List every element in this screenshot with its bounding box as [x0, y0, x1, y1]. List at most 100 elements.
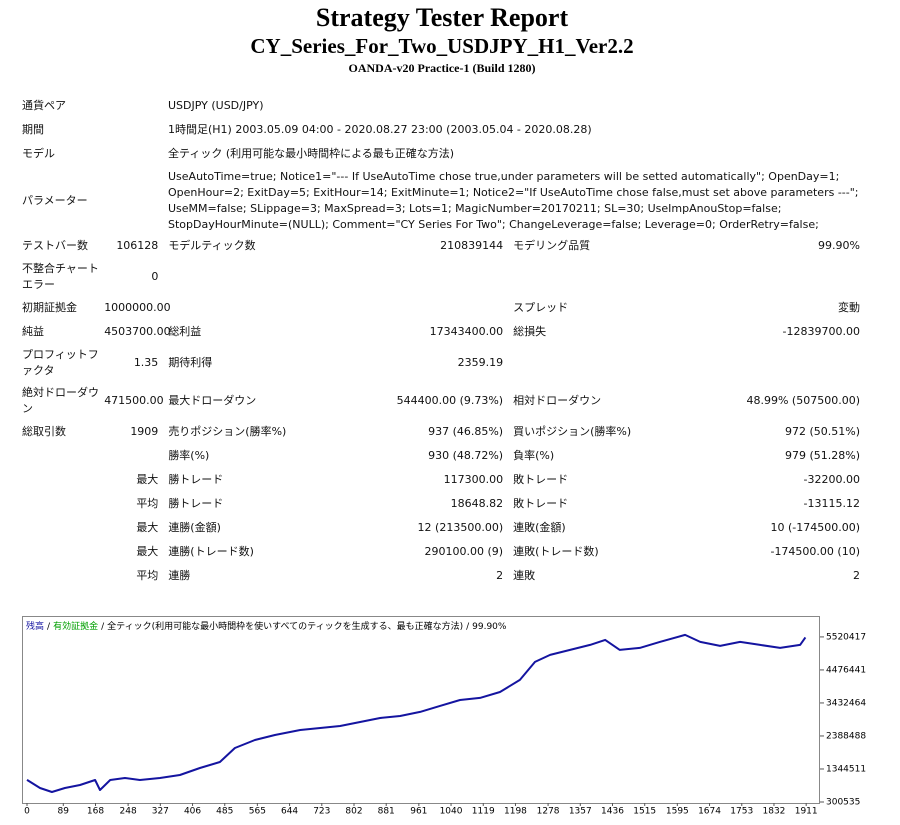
- stats-cell: [20, 540, 102, 564]
- x-tick-label: 881: [378, 807, 395, 817]
- report-title: Strategy Tester Report: [315, 3, 569, 32]
- y-tick-label: 5520417: [826, 632, 866, 642]
- stats-value: 1909: [130, 425, 159, 438]
- stats-label2: 連勝(トレード数): [168, 545, 254, 558]
- stats-label3: 買いポジション(勝率%): [513, 425, 632, 438]
- y-tick-label: 1344511: [826, 764, 866, 774]
- stats-value3: 99.90%: [818, 239, 860, 252]
- stats-label2: モデルティック数: [168, 239, 256, 252]
- stats-cell: [160, 296, 336, 320]
- x-tick-label: 1119: [472, 807, 495, 817]
- stats-label2: 連勝: [168, 569, 191, 582]
- stats-cell: [682, 258, 862, 296]
- y-tick-label: 3432464: [826, 698, 866, 708]
- x-tick-label: 0: [24, 807, 30, 817]
- x-tick-label: 1198: [504, 807, 527, 817]
- stats-label: テストバー数: [22, 239, 88, 252]
- stats-label3: 相対ドローダウン: [513, 394, 602, 407]
- stats-row: プロフィットファクタ 1.35 期待利得 2359.19: [20, 344, 862, 382]
- stats-cell: [20, 468, 102, 492]
- info-label: モデル: [22, 147, 55, 160]
- stats-value3: 979 (51.28%): [784, 449, 860, 462]
- x-tick-label: 1832: [763, 807, 786, 817]
- chart-frame: [22, 616, 820, 804]
- x-tick-label: 485: [216, 807, 233, 817]
- stats-value: 471500.00: [104, 394, 164, 407]
- stats-value: 0: [151, 270, 159, 283]
- x-tick-label: 1040: [440, 807, 463, 817]
- stats-value: 1.35: [133, 356, 159, 369]
- legend-separator: /: [101, 622, 105, 632]
- info-table: 通貨ペア USDJPY (USD/JPY) 期間 1時間足(H1) 2003.05.0…: [20, 94, 862, 236]
- stats-value2: 2: [496, 569, 504, 582]
- stats-label: 初期証拠金: [22, 301, 77, 314]
- stats-label2: 最大ドローダウン: [168, 394, 257, 407]
- balance-chart: 300535 1344511 2388488 3432464 4476441 552041…: [22, 616, 866, 817]
- stats-label3: 敗トレード: [513, 473, 569, 486]
- stats-cell: [337, 258, 505, 296]
- stats-cell: [20, 492, 102, 516]
- stats-value: 平均: [136, 569, 159, 582]
- x-tick-label: 1911: [795, 807, 818, 817]
- x-tick-label: 644: [281, 807, 298, 817]
- stats-value3: 10 (-174500.00): [770, 521, 860, 534]
- legend: 残高 / 有効証拠金 / 全ティック(利用可能な最小時間枠を使いすべてのティックを生成す…: [26, 620, 507, 632]
- stats-value2: 290100.00 (9): [424, 545, 504, 558]
- x-tick-label: 89: [58, 807, 70, 817]
- stats-cell: [505, 258, 681, 296]
- stats-value3: -13115.12: [803, 497, 860, 510]
- stats-row: テストバー数 106128 モデルティック数 210839144 モデリング品質 99.9…: [20, 234, 862, 258]
- stats-value: 最大: [136, 521, 159, 534]
- stats-label2: 売りポジション(勝率%): [168, 425, 287, 438]
- stats-label3: 連敗: [513, 569, 536, 582]
- info-row: モデル 全ティック (利用可能な最小時間枠による最も正確な方法): [20, 142, 862, 166]
- stats-cell: [337, 296, 505, 320]
- stats-label3: 連敗(金額): [513, 521, 566, 534]
- stats-value3: -174500.00 (10): [770, 545, 860, 558]
- stats-row: 総取引数 1909 売りポジション(勝率%) 937 (46.85%) 買いポジション(…: [20, 420, 862, 444]
- stats-value3: 2: [853, 569, 860, 582]
- stats-value3: -12839700.00: [782, 325, 860, 338]
- x-tick-label: 1436: [601, 807, 624, 817]
- legend-note: 全ティック(利用可能な最小時間枠を使いすべてのティックを生成する、最も正確な方法…: [107, 620, 463, 632]
- stats-row: 勝率(%) 930 (48.72%) 負率(%) 979 (51.28%): [20, 444, 862, 468]
- stats-row: 平均 勝トレード 18648.82 敗トレード -13115.12: [20, 492, 862, 516]
- x-tick-label: 327: [152, 807, 169, 817]
- x-tick-label: 1357: [569, 807, 592, 817]
- stats-label3: スプレッド: [513, 301, 569, 314]
- y-tick-label: 2388488: [826, 731, 866, 741]
- stats-row: 最大 連勝(金額) 12 (213500.00) 連敗(金額) 10 (-174500.…: [20, 516, 862, 540]
- legend-note: 99.90%: [472, 622, 507, 632]
- legend-series: 残高: [26, 620, 44, 632]
- stats-row: 最大 勝トレード 117300.00 敗トレード -32200.00: [20, 468, 862, 492]
- stats-row: 不整合チャートエラー 0: [20, 258, 862, 296]
- x-tick-label: 565: [249, 807, 266, 817]
- stats-table: テストバー数 106128 モデルティック数 210839144 モデリング品質 99.9…: [20, 234, 862, 588]
- stats-value2: 210839144: [440, 239, 504, 252]
- stats-row: 平均 連勝 2 連敗 2: [20, 564, 862, 588]
- info-value: USDJPY (USD/JPY): [168, 99, 264, 112]
- stats-value3: 972 (50.51%): [784, 425, 860, 438]
- x-tick-label: 1515: [633, 807, 656, 817]
- stats-cell: [102, 444, 160, 468]
- stats-row: 純益 4503700.00 総利益 17343400.00 総損失 -12839700.0…: [20, 320, 862, 344]
- stats-value2: 930 (48.72%): [428, 449, 504, 462]
- stats-row: 最大 連勝(トレード数) 290100.00 (9) 連敗(トレード数) -174500…: [20, 540, 862, 564]
- stats-cell: [160, 258, 336, 296]
- info-row: 通貨ペア USDJPY (USD/JPY): [20, 94, 862, 118]
- info-value: UseAutoTime=true; Notice1="--- If UseAut…: [168, 170, 859, 231]
- stats-cell: [20, 444, 102, 468]
- report-build: OANDA-v20 Practice-1 (Build 1280): [348, 61, 536, 75]
- info-value: 全ティック (利用可能な最小時間枠による最も正確な方法): [168, 147, 455, 160]
- x-tick-label: 802: [345, 807, 362, 817]
- x-tick-label: 1595: [666, 807, 689, 817]
- x-tick-label: 1278: [537, 807, 560, 817]
- stats-value2: 18648.82: [450, 497, 504, 510]
- stats-cell: [682, 344, 862, 382]
- stats-value3: 48.99% (507500.00): [746, 394, 860, 407]
- x-tick-label: 961: [410, 807, 427, 817]
- stats-label: 純益: [22, 325, 44, 338]
- stats-value2: 117300.00: [443, 473, 504, 486]
- x-tick-label: 723: [313, 807, 330, 817]
